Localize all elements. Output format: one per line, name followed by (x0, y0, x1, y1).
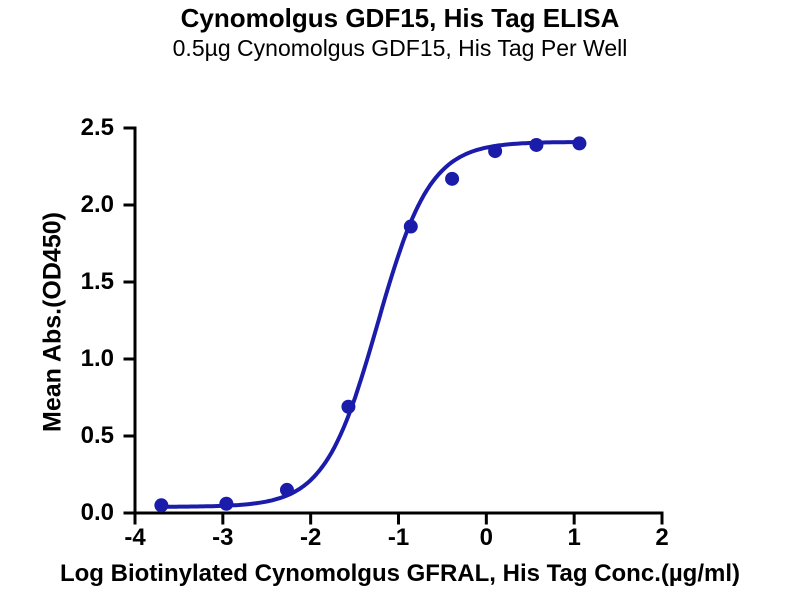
data-point (488, 144, 503, 159)
y-axis-label: Mean Abs.(OD450) (38, 212, 67, 432)
data-point (529, 137, 544, 152)
data-point (403, 219, 418, 234)
data-point (572, 136, 587, 151)
chart-subtitle: 0.5µg Cynomolgus GDF15, His Tag Per Well (172, 35, 628, 61)
data-point (219, 496, 234, 511)
data-point (445, 171, 460, 186)
chart-title: Cynomolgus GDF15, His Tag ELISA (180, 3, 620, 33)
data-point (279, 482, 294, 497)
data-point (341, 399, 356, 414)
fit-curve (159, 140, 582, 509)
data-point (154, 498, 169, 513)
x-axis-label: Log Biotinylated Cynomolgus GFRAL, His T… (59, 560, 741, 587)
